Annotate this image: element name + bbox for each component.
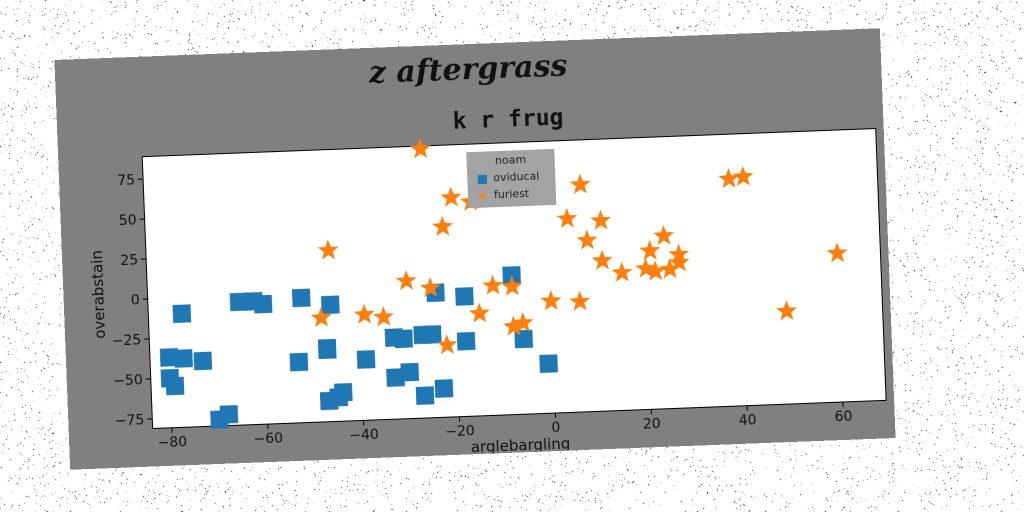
- data-point-oviducal: [291, 288, 311, 308]
- data-point-oviducal: [455, 287, 474, 306]
- data-point-furiest: [373, 306, 394, 327]
- data-point-oviducal: [386, 368, 405, 387]
- x-axis-label: arglebargling: [471, 434, 571, 456]
- x-tick-label: −80: [157, 434, 187, 451]
- data-point-furiest: [317, 239, 339, 260]
- data-point-furiest: [569, 290, 591, 311]
- data-point-furiest: [419, 277, 441, 298]
- x-tick-label: −20: [445, 423, 475, 440]
- data-point-oviducal: [289, 352, 309, 372]
- data-point-oviducal: [502, 266, 521, 285]
- data-point-oviducal: [172, 304, 192, 324]
- legend-item-furiest: ★ furiest: [472, 184, 553, 204]
- y-tick-label: −75: [114, 412, 144, 429]
- data-point-oviducal: [320, 295, 340, 315]
- data-point-oviducal: [356, 350, 376, 369]
- x-tick-label: −60: [253, 431, 283, 448]
- data-point-furiest: [432, 215, 453, 236]
- scatter-plot: −80 −60 −40 −20 0 20 40 60 −75 −50 −25 0 25 50 75 argle…: [88, 128, 887, 456]
- data-point-furiest: [732, 165, 754, 186]
- data-point-furiest: [569, 173, 591, 194]
- data-point-oviducal: [434, 379, 454, 398]
- star-marker-icon: ★: [477, 187, 489, 203]
- figure-panel: z aftergrass k r frug −80 −60 −40 −20 0 20 40 6…: [54, 28, 896, 470]
- data-point-furiest: [482, 274, 504, 295]
- data-point-furiest: [440, 186, 462, 207]
- y-axis-label: overabstain: [88, 250, 109, 339]
- legend-label-oviducal: oviducal: [493, 169, 540, 185]
- data-point-furiest: [409, 138, 431, 159]
- x-tick-label: 60: [834, 409, 852, 426]
- data-point-furiest: [776, 300, 797, 321]
- legend-label-furiest: furiest: [493, 186, 530, 202]
- square-marker-icon: ■: [476, 170, 489, 186]
- y-tick-label: 0: [131, 292, 141, 308]
- x-tick-label: 20: [643, 416, 661, 433]
- y-tick-label: 50: [119, 212, 137, 229]
- data-point-furiest: [644, 260, 666, 281]
- legend: noam ■ oviducal ★ furiest: [466, 148, 557, 209]
- data-point-oviducal: [456, 331, 476, 351]
- y-tick-label: −50: [113, 372, 143, 389]
- data-point-oviducal: [317, 338, 337, 358]
- data-point-furiest: [501, 275, 523, 296]
- y-tick-label: 25: [120, 252, 138, 269]
- data-point-oviducal: [193, 351, 213, 371]
- y-tick-label: −25: [111, 332, 141, 349]
- data-point-furiest: [653, 224, 675, 246]
- data-point-furiest: [591, 249, 613, 270]
- x-tick-label: 40: [738, 412, 756, 429]
- data-point-furiest: [468, 302, 490, 323]
- y-tick-label: 75: [117, 172, 135, 189]
- data-point-oviducal: [219, 405, 239, 424]
- data-point-furiest: [718, 168, 740, 189]
- data-point-oviducal: [422, 325, 442, 344]
- data-point-oviducal: [394, 329, 413, 349]
- data-point-furiest: [576, 229, 598, 250]
- data-point-oviducal: [174, 349, 193, 368]
- data-point-oviducal: [253, 294, 273, 314]
- data-point-oviducal: [229, 292, 249, 312]
- x-tick-label: −40: [349, 427, 379, 444]
- data-point-furiest: [540, 290, 562, 311]
- data-point-furiest: [590, 209, 612, 230]
- data-point-furiest: [826, 242, 848, 263]
- data-point-furiest: [353, 303, 375, 324]
- data-point-oviducal: [539, 354, 558, 373]
- data-point-furiest: [668, 243, 690, 264]
- data-point-oviducal: [165, 376, 185, 396]
- data-point-furiest: [659, 258, 681, 279]
- data-point-furiest: [556, 207, 578, 228]
- legend-title: noam: [494, 152, 527, 168]
- data-point-furiest: [639, 239, 661, 261]
- data-point-oviducal: [400, 362, 420, 382]
- data-point-furiest: [436, 334, 458, 355]
- data-point-oviducal: [159, 348, 179, 367]
- data-point-oviducal: [415, 386, 435, 405]
- data-point-oviducal: [333, 383, 353, 402]
- data-point-furiest: [395, 270, 417, 291]
- data-point-furiest: [512, 312, 534, 333]
- x-tick-label: 0: [551, 420, 561, 436]
- data-point-furiest: [668, 251, 690, 272]
- data-point-furiest: [310, 306, 332, 328]
- data-point-furiest: [611, 261, 633, 282]
